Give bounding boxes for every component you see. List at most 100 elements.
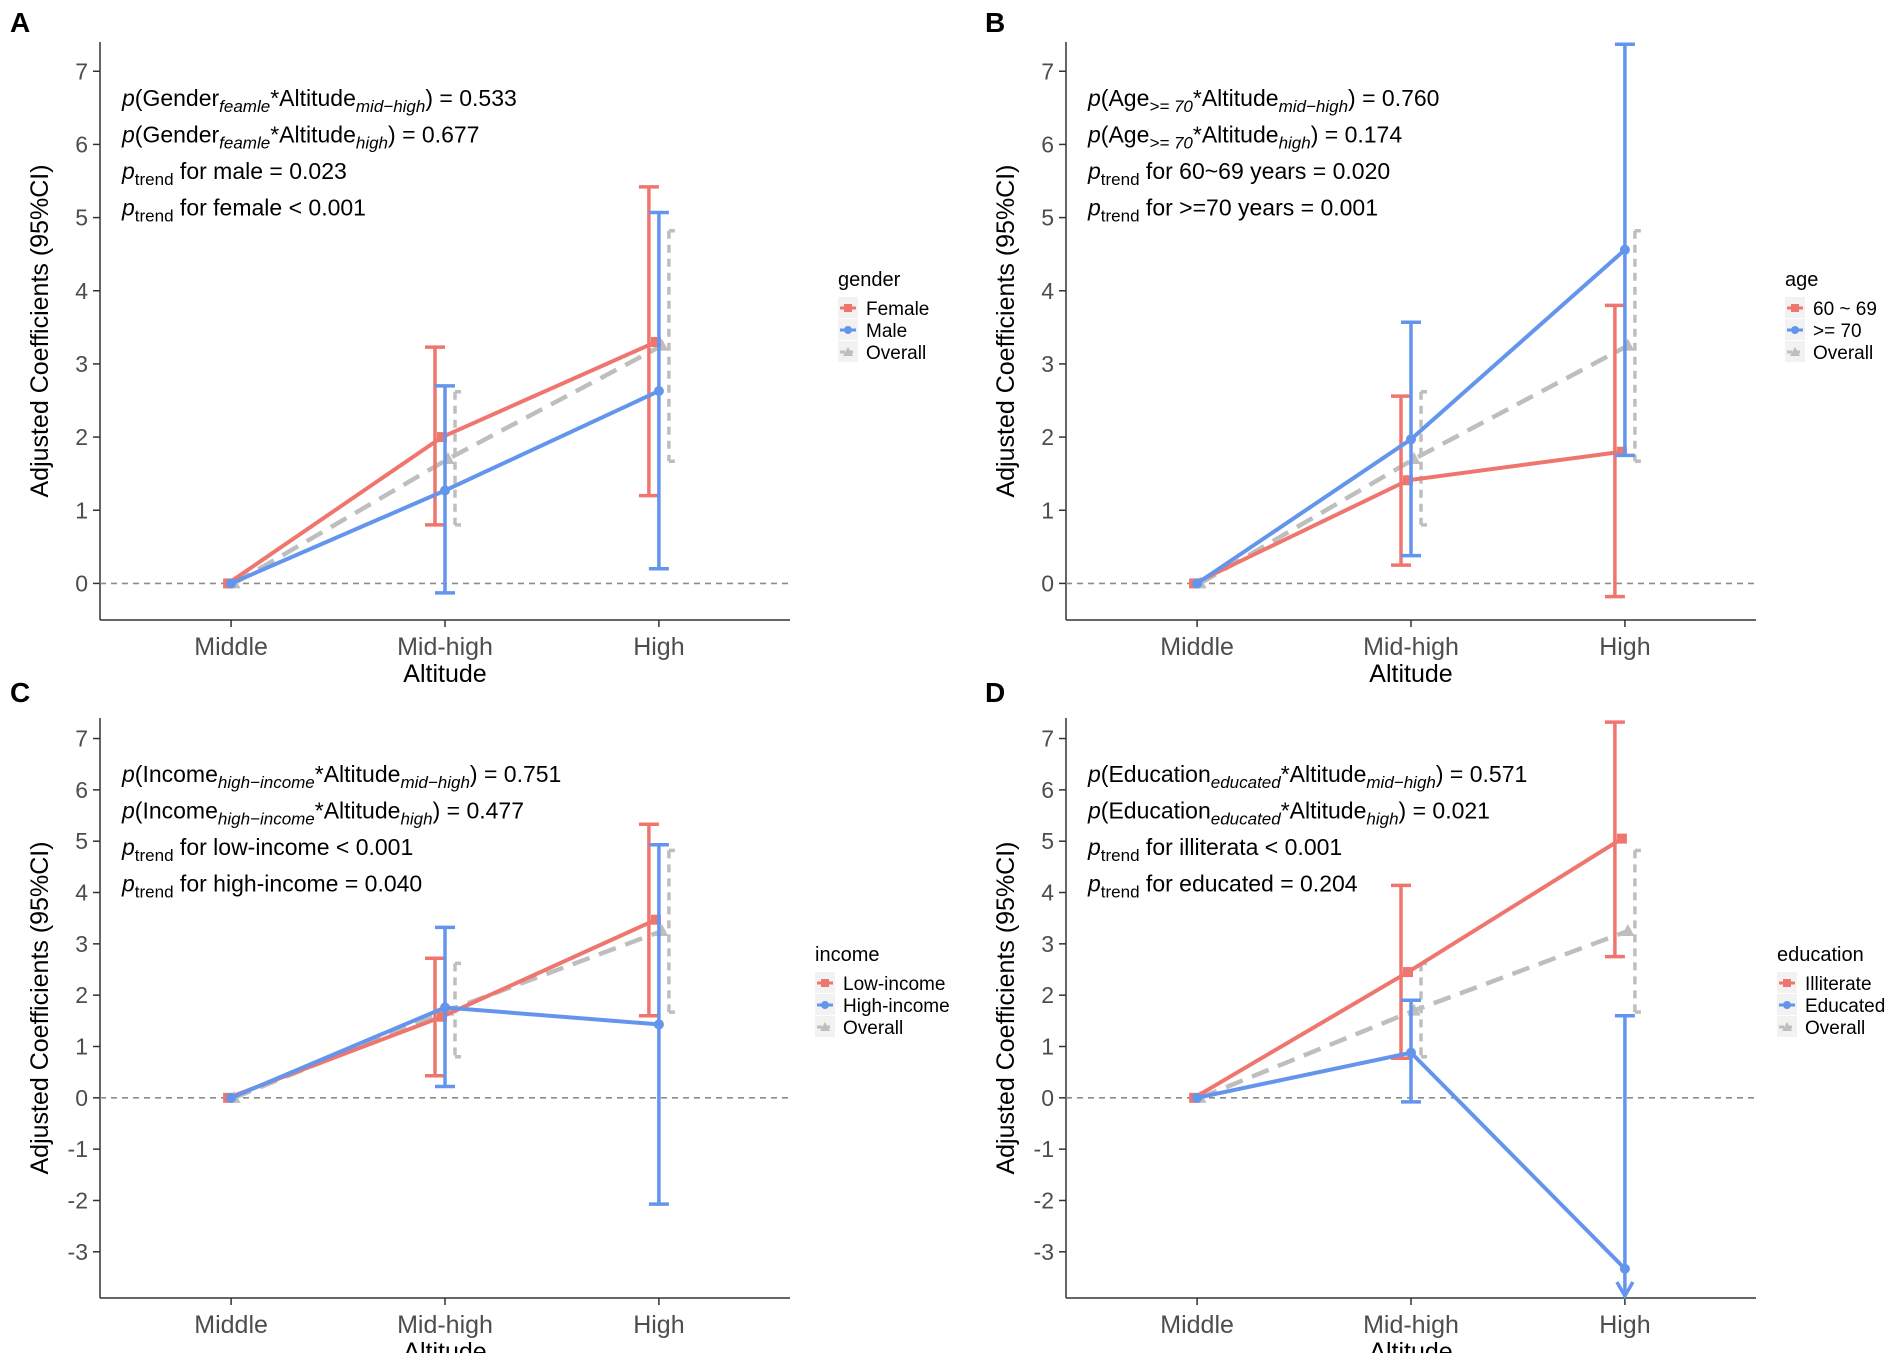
series-60-69: [1189, 303, 1627, 599]
point-marker: [653, 1019, 664, 1030]
y-tick-label: 1: [75, 1033, 88, 1059]
legend-label: Overall: [1813, 343, 1873, 364]
annotation-segment: trend: [135, 207, 174, 226]
point-marker: [1406, 1047, 1416, 1058]
y-tick-label: -2: [1034, 1187, 1054, 1213]
annotation-line: p(Genderfeamle​*Altitudemid−high​) = 0.5…: [121, 85, 517, 116]
annotation-segment: high: [356, 134, 388, 153]
annotation-segment: p: [1087, 834, 1101, 860]
annotation-segment: (Income: [135, 798, 218, 824]
x-tick-label: High: [1599, 1311, 1650, 1339]
annotation-segment: educated: [1211, 773, 1281, 792]
annotation-segment: mid−high: [1366, 773, 1435, 792]
legend-title: age: [1785, 269, 1818, 291]
x-axis-title: Altitude: [403, 1338, 486, 1353]
annotation-segment: high: [1366, 810, 1398, 829]
legend-label: Overall: [1805, 1018, 1865, 1039]
y-tick-label: 2: [1041, 424, 1054, 450]
series-educated: [1192, 998, 1635, 1300]
annotation-line: p(Incomehigh−income​*Altitudehigh​) = 0.…: [121, 798, 524, 829]
annotation-line: ptrend​ for illiterata < 0.001: [1087, 834, 1342, 865]
series-male: [226, 210, 669, 595]
annotation-segment: mid−high: [1279, 97, 1348, 116]
y-tick-label: -3: [1034, 1239, 1054, 1265]
legend-key-marker: [1790, 347, 1800, 356]
point-marker: [653, 385, 664, 396]
legend-key-marker: [821, 1001, 829, 1009]
annotation-segment: for female < 0.001: [174, 195, 366, 221]
legend-key-marker: [1791, 304, 1799, 312]
annotation-segment: high: [1279, 134, 1311, 153]
annotation-segment: educated: [1211, 810, 1281, 829]
panel-b: B 0 1 2 3 4 5 6 7 Middle Mid-high High Altitude Adjus…: [985, 7, 1877, 688]
legend-label: Female: [866, 299, 929, 320]
annotation-segment: (Age: [1101, 85, 1150, 111]
annotation-segment: trend: [1101, 207, 1140, 226]
legend-label: Overall: [866, 343, 926, 364]
annotation-line: p(Educationeducated​*Altitudemid−high​) …: [1087, 761, 1527, 792]
annotation-segment: >= 70: [1149, 97, 1193, 116]
annotation-segment: for illiterata < 0.001: [1140, 834, 1343, 860]
annotation-segment: *Altitude: [315, 761, 401, 787]
legend-label: >= 70: [1813, 321, 1862, 342]
legend-label: Male: [866, 321, 907, 342]
y-axis-title: Adjusted Coefficients (95%CI): [26, 164, 54, 497]
point-marker: [437, 1011, 447, 1022]
y-tick-label: 2: [75, 982, 88, 1008]
y-tick-label: 0: [75, 570, 88, 596]
y-tick-label: 2: [1041, 982, 1054, 1008]
y-axis-title: Adjusted Coefficients (95%CI): [992, 841, 1020, 1174]
y-tick-label: 4: [75, 278, 88, 304]
series-overall: [1193, 229, 1645, 589]
y-tick-label: 3: [1041, 931, 1054, 957]
legend-label: Low-income: [843, 974, 945, 995]
y-tick-label: 0: [1041, 570, 1054, 596]
point-marker: [437, 432, 447, 443]
legend-title: income: [815, 944, 879, 966]
annotation-segment: trend: [1101, 883, 1140, 902]
annotation-segment: p: [1087, 798, 1101, 824]
x-tick-label: Mid-high: [1363, 1311, 1459, 1339]
legend-label: High-income: [843, 996, 950, 1017]
y-tick-label: 7: [1041, 726, 1054, 752]
annotation-segment: (Income: [135, 761, 218, 787]
annotation-segment: p: [121, 195, 135, 221]
y-tick-label: 0: [1041, 1085, 1054, 1111]
y-tick-label: 3: [75, 351, 88, 377]
annotation-segment: ) = 0.174: [1311, 122, 1403, 148]
annotation-segment: *Altitude: [270, 122, 356, 148]
series-line: [1198, 343, 1629, 586]
annotation-segment: for 60~69 years = 0.020: [1140, 158, 1391, 184]
y-tick-label: -1: [1034, 1136, 1054, 1162]
y-tick-label: 6: [75, 777, 88, 803]
y-tick-label: 2: [75, 424, 88, 450]
annotation-segment: (Gender: [135, 85, 220, 111]
series-line: [232, 343, 663, 586]
annotation-segment: high: [400, 810, 432, 829]
annotation-segment: trend: [135, 170, 174, 189]
point-marker: [226, 1092, 237, 1103]
annotation-line: ptrend​ for low-income < 0.001: [121, 834, 413, 865]
annotation-line: ptrend​ for educated = 0.204: [1087, 871, 1358, 902]
series-high-income: [226, 843, 669, 1206]
annotation-segment: *Altitude: [1193, 122, 1279, 148]
legend-key-marker: [821, 979, 829, 987]
annotation-segment: (Age: [1101, 122, 1150, 148]
annotation-segment: trend: [1101, 170, 1140, 189]
x-tick-label: High: [633, 1311, 684, 1339]
annotation-segment: ) = 0.477: [433, 798, 524, 824]
x-tick-label: High: [1599, 633, 1650, 661]
point-marker: [1403, 967, 1413, 978]
y-tick-label: 5: [1041, 828, 1054, 854]
series-70: [1192, 42, 1635, 589]
y-tick-label: 1: [1041, 497, 1054, 523]
legend-key-marker: [1782, 1022, 1792, 1031]
annotation-segment: p: [1087, 195, 1101, 221]
y-tick-label: 3: [75, 931, 88, 957]
legend-key-marker: [820, 1022, 830, 1031]
y-tick-label: 0: [75, 1085, 88, 1111]
y-tick-label: 7: [75, 726, 88, 752]
annotation-line: ptrend​ for 60~69 years = 0.020: [1087, 158, 1390, 189]
